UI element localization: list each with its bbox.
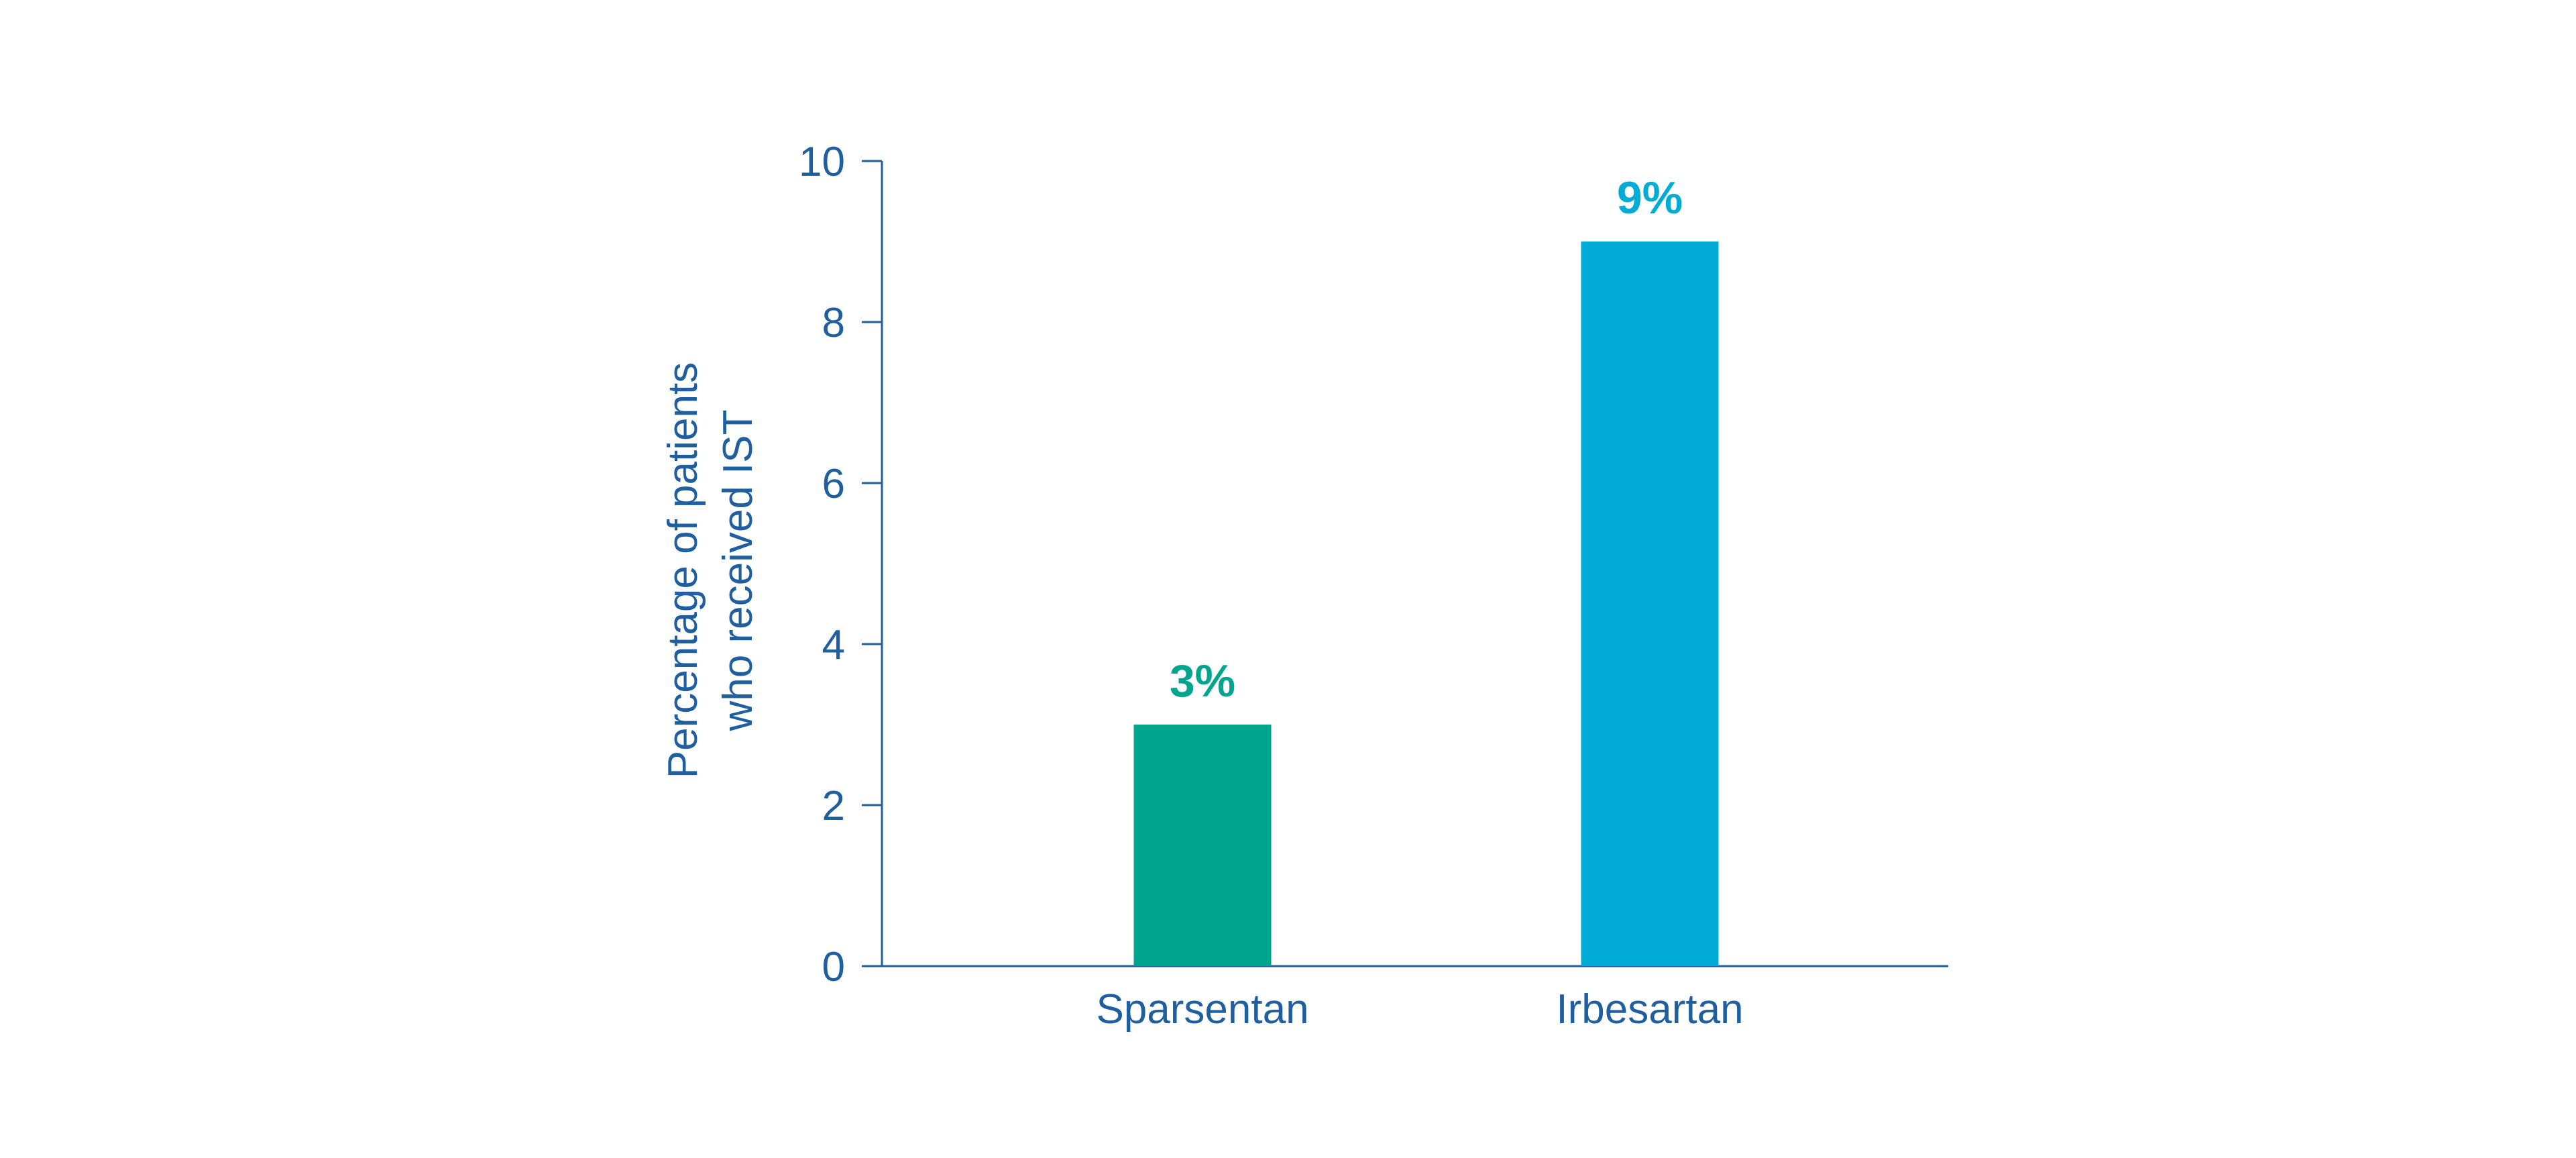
x-category-label-sparsentan: Sparsentan — [1096, 986, 1308, 1033]
y-tick-label: 4 — [822, 622, 845, 668]
bars — [1133, 242, 1719, 966]
y-tick-label: 10 — [799, 139, 845, 185]
bar-irbesartan — [1581, 242, 1719, 966]
data-label-irbesartan: 9% — [1617, 172, 1683, 223]
y-axis-title-line-2: who received IST — [715, 410, 761, 732]
y-axis-title-line-1: Percentage of patients — [660, 362, 706, 778]
y-tick-label: 0 — [822, 944, 845, 990]
y-tick-label: 2 — [822, 783, 845, 829]
bar-sparsentan — [1133, 725, 1272, 966]
data-label-sparsentan: 3% — [1170, 655, 1235, 706]
category-labels: Sparsentan Irbesartan — [1096, 986, 1743, 1033]
y-tick-label: 6 — [822, 461, 845, 507]
data-labels: 3% 9% — [1170, 172, 1683, 706]
y-tick-label: 8 — [822, 300, 845, 346]
y-axis-title: Percentage of patients who received IST — [660, 362, 761, 778]
y-axis: 0 2 4 6 8 10 — [799, 139, 883, 990]
x-category-label-irbesartan: Irbesartan — [1556, 986, 1743, 1033]
